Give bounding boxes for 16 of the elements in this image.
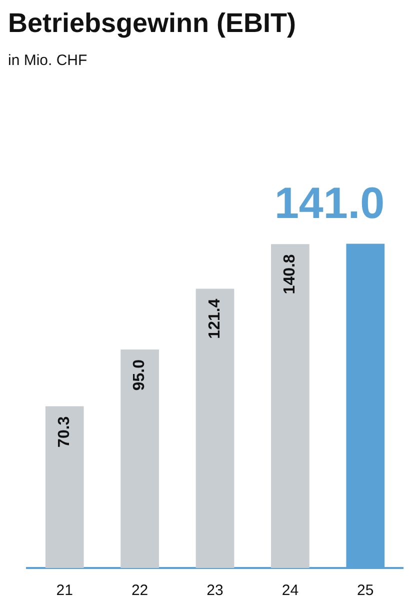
chart-title: Betriebsgewinn (EBIT) <box>8 8 296 39</box>
x-tick-label: 23 <box>206 582 224 600</box>
data-label: 121.4 <box>206 298 224 339</box>
bar <box>271 244 310 568</box>
bar <box>196 288 234 568</box>
data-label: 140.8 <box>282 254 299 294</box>
chart-subtitle: in Mio. CHF <box>8 52 88 69</box>
data-label: 141.0 <box>274 178 385 228</box>
x-tick-label: 21 <box>56 582 73 600</box>
bar <box>45 406 84 568</box>
bar <box>120 350 159 568</box>
x-tick-label: 25 <box>357 582 374 600</box>
x-tick-label: 22 <box>131 582 148 600</box>
data-label: 95.0 <box>131 359 148 391</box>
data-label: 70.3 <box>56 416 74 448</box>
x-tick-label: 24 <box>282 582 299 600</box>
